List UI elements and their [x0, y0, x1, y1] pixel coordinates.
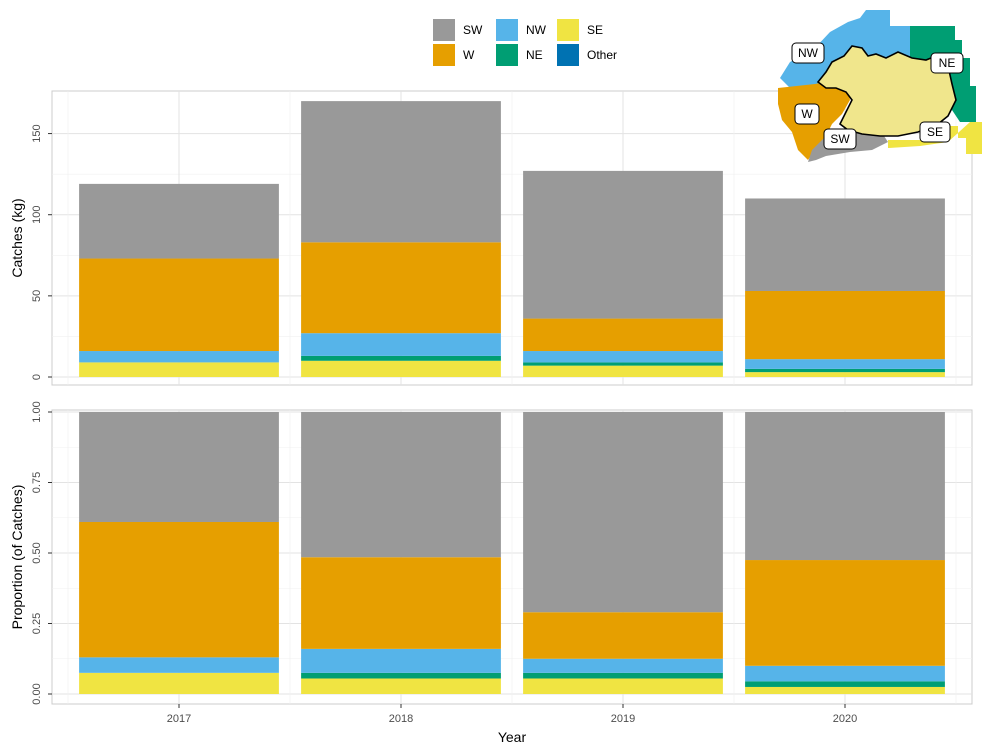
map-label-ne: NE: [930, 52, 964, 74]
bar-nw-2019: [523, 658, 723, 673]
bar-se-2020: [745, 372, 945, 377]
map-label-nw: NW: [791, 42, 825, 64]
map-label-w: W: [794, 103, 820, 125]
bar-w-2019: [523, 318, 723, 352]
svg-text:SW: SW: [830, 132, 850, 146]
bar-nw-2018: [301, 648, 501, 673]
x-axis-title: Year: [498, 729, 527, 745]
bar-w-2018: [301, 557, 501, 649]
map-label-se: SE: [919, 121, 951, 143]
bar-nw-2017: [79, 657, 279, 673]
y-tick-label: 150: [31, 124, 43, 142]
y-tick-label: 0: [31, 374, 43, 380]
legend-item-w: W: [433, 44, 475, 66]
bar-sw-2019: [523, 170, 723, 319]
bar-se-2019: [523, 678, 723, 694]
legend-swatch: [433, 19, 455, 41]
bar-sw-2017: [79, 183, 279, 259]
bar-w-2020: [745, 560, 945, 666]
legend-swatch: [433, 44, 455, 66]
bar-sw-2017: [79, 412, 279, 522]
map-inset: NW NE W SW SE: [778, 10, 982, 162]
x-tick-label: 2020: [833, 713, 857, 725]
bar-nw-2018: [301, 333, 501, 356]
bar-sw-2020: [745, 198, 945, 291]
bar-w-2020: [745, 290, 945, 360]
legend-item-nw: NW: [496, 19, 547, 41]
bar-w-2019: [523, 612, 723, 659]
map-land: [816, 45, 957, 137]
bar-ne-2019: [523, 362, 723, 366]
x-tick-label: 2017: [167, 713, 191, 725]
legend-label: SE: [587, 23, 603, 37]
x-tick-label: 2019: [611, 713, 635, 725]
legend-swatch: [496, 19, 518, 41]
legend-swatch: [557, 44, 579, 66]
legend: SW NW SE W NE Other: [433, 19, 617, 66]
bar-se-2018: [301, 360, 501, 377]
bar-ne-2018: [301, 355, 501, 361]
map-region-nw: [780, 10, 912, 88]
legend-item-ne: NE: [496, 44, 543, 66]
legend-label: NE: [526, 48, 543, 62]
bar-se-2020: [745, 686, 945, 694]
bar-se-2018: [301, 678, 501, 694]
bar-w-2018: [301, 242, 501, 334]
bar-nw-2020: [745, 359, 945, 369]
bar-ne-2019: [523, 672, 723, 679]
panel-bottom: 0.00 0.25 0.50 0.75 1.00 2017 2018 2019 2020 Prop…: [9, 401, 973, 745]
legend-item-sw: SW: [433, 19, 483, 41]
svg-text:NW: NW: [798, 46, 819, 60]
legend-item-se: SE: [557, 19, 603, 41]
legend-label: NW: [526, 23, 547, 37]
bar-sw-2018: [301, 412, 501, 558]
bar-sw-2019: [523, 412, 723, 613]
legend-swatch: [557, 19, 579, 41]
bar-w-2017: [79, 521, 279, 658]
y-axis-title: Proportion (of Catches): [9, 485, 25, 630]
chart-panels: 0 50 100 150 Catches (kg) 0.00 0.25 0.50 0.75 1.0…: [9, 90, 973, 745]
bar-ne-2020: [745, 681, 945, 687]
legend-item-other: Other: [557, 44, 617, 66]
y-tick-label: 0.75: [31, 472, 43, 493]
y-tick-label: 50: [31, 290, 43, 302]
bar-se-2019: [523, 365, 723, 377]
map-label-sw: SW: [823, 128, 857, 150]
bar-sw-2020: [745, 412, 945, 561]
svg-text:W: W: [801, 107, 813, 121]
y-tick-label: 100: [31, 206, 43, 224]
x-tick-label: 2018: [389, 713, 413, 725]
bar-w-2017: [79, 258, 279, 352]
y-tick-label: 0.00: [31, 683, 43, 704]
bar-ne-2020: [745, 368, 945, 373]
y-tick-label: 0.50: [31, 542, 43, 563]
bar-ne-2018: [301, 672, 501, 679]
svg-text:NE: NE: [939, 56, 956, 70]
bar-nw-2017: [79, 351, 279, 363]
bar-nw-2020: [745, 665, 945, 682]
legend-label: Other: [587, 48, 617, 62]
bar-sw-2018: [301, 101, 501, 243]
bar-nw-2019: [523, 351, 723, 363]
svg-text:SE: SE: [927, 125, 943, 139]
y-tick-label: 0.25: [31, 613, 43, 634]
legend-label: SW: [463, 23, 483, 37]
y-tick-label: 1.00: [31, 401, 43, 422]
legend-swatch: [496, 44, 518, 66]
bar-se-2017: [79, 362, 279, 377]
bar-se-2017: [79, 672, 279, 694]
y-axis-title: Catches (kg): [9, 198, 25, 277]
legend-label: W: [463, 48, 475, 62]
